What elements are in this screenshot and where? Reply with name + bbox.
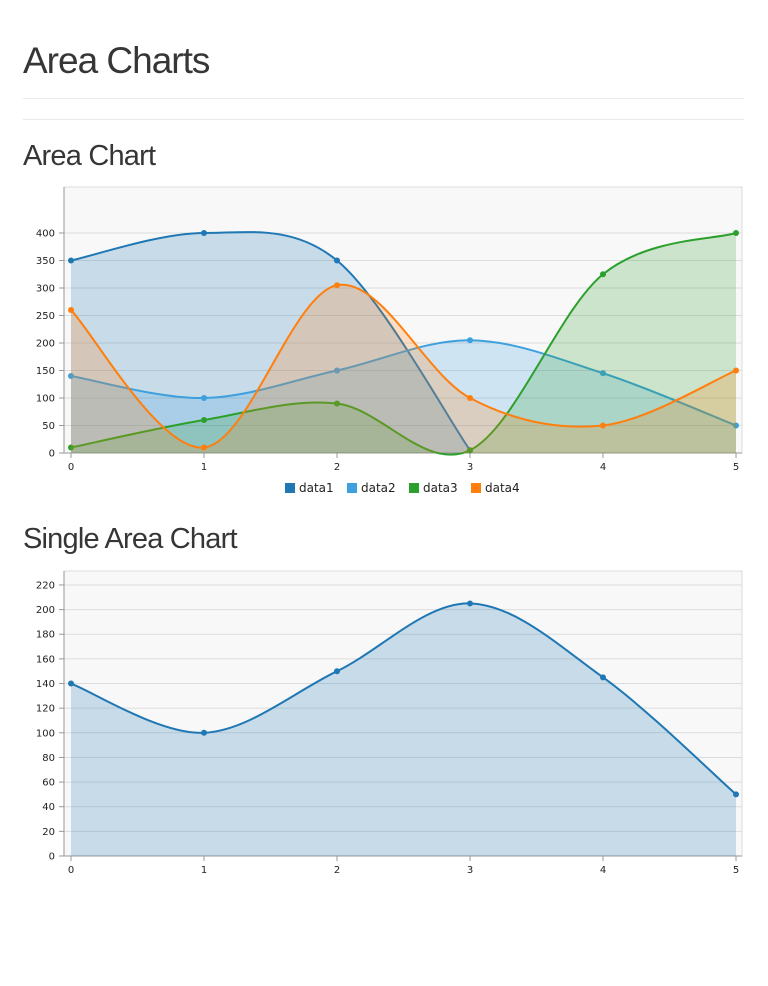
data-point[interactable] [201,417,207,423]
legend-swatch [347,483,357,493]
y-tick-label: 220 [36,580,55,591]
y-tick-label: 40 [42,802,55,813]
divider [23,98,744,99]
y-tick-label: 350 [36,256,55,267]
x-tick-label: 0 [68,865,74,876]
data-point[interactable] [201,230,207,236]
x-tick-label: 0 [68,462,74,473]
data-point[interactable] [201,729,207,736]
data-point[interactable] [68,307,74,313]
data-point[interactable] [68,444,74,451]
x-tick-label: 2 [334,865,340,876]
y-tick-label: 0 [49,852,55,863]
data-point[interactable] [467,395,473,401]
y-tick-label: 80 [42,753,55,764]
legend-item-data2[interactable]: data2 [347,481,396,495]
plot-area [63,570,743,857]
divider [23,119,744,120]
x-tick-label: 5 [733,865,739,876]
data-point[interactable] [600,370,606,377]
y-tick-label: 200 [36,339,55,350]
y-tick-label: 20 [42,827,55,838]
legend-label: data2 [361,481,396,495]
data-point[interactable] [334,282,340,289]
data-point[interactable] [334,400,340,407]
y-tick-label: 150 [36,366,55,377]
data-point[interactable] [467,600,473,607]
data-point[interactable] [334,668,340,675]
x-tick-label: 3 [467,865,473,876]
data-point[interactable] [733,230,739,236]
y-tick-label: 140 [36,679,55,690]
x-tick-label: 1 [201,865,207,876]
y-tick-label: 50 [42,421,55,432]
series-line-data2 [70,339,737,427]
plot-area [63,186,743,454]
y-tick-label: 200 [36,605,55,616]
y-tick-label: 400 [36,229,55,240]
series-area-data4 [71,284,736,453]
data-point[interactable] [467,447,473,454]
y-tick-label: 60 [42,778,55,789]
single-area-chart-heading: Single Area Chart [23,523,238,555]
x-tick-label: 4 [600,865,606,876]
y-tick-label: 250 [36,311,55,322]
y-tick-label: 180 [36,630,55,641]
data-point[interactable] [68,373,74,379]
legend-swatch [471,483,481,493]
data-point[interactable] [201,395,207,401]
series-area-data2 [71,340,736,453]
data-point[interactable] [68,257,74,264]
legend-item-data1[interactable]: data1 [285,481,334,495]
series-line-series [70,602,737,796]
legend-item-data4[interactable]: data4 [471,481,520,495]
y-tick-label: 0 [49,449,55,460]
legend-swatch [285,483,295,493]
x-tick-label: 4 [600,462,606,473]
series-area-series [71,603,736,856]
y-tick-label: 100 [36,394,55,405]
series-area-data1 [71,232,470,453]
legend-label: data1 [299,481,334,495]
data-point[interactable] [68,680,74,687]
data-point[interactable] [733,791,739,798]
legend-item-data3[interactable]: data3 [409,481,458,495]
y-tick-label: 160 [36,654,55,665]
series-line-data4 [70,283,737,449]
x-tick-label: 1 [201,462,207,473]
series-area-data3 [71,233,736,455]
data-point[interactable] [201,444,207,451]
area-chart-heading: Area Chart [23,140,156,172]
x-tick-label: 2 [334,462,340,473]
y-tick-label: 120 [36,704,55,715]
page-title: Area Charts [23,40,210,81]
legend-swatch [409,483,419,493]
y-tick-label: 100 [36,728,55,739]
legend-label: data4 [485,481,520,495]
data-point[interactable] [600,422,606,429]
y-tick-label: 300 [36,284,55,295]
data-point[interactable] [733,367,739,374]
data-point[interactable] [733,422,739,429]
data-point[interactable] [467,337,473,344]
x-tick-label: 5 [733,462,739,473]
data-point[interactable] [334,367,340,374]
data-point[interactable] [600,674,606,681]
data-point[interactable] [334,257,340,264]
data-point[interactable] [600,271,606,278]
legend-label: data3 [423,481,458,495]
series-line-data1 [70,231,471,451]
x-tick-label: 3 [467,462,473,473]
